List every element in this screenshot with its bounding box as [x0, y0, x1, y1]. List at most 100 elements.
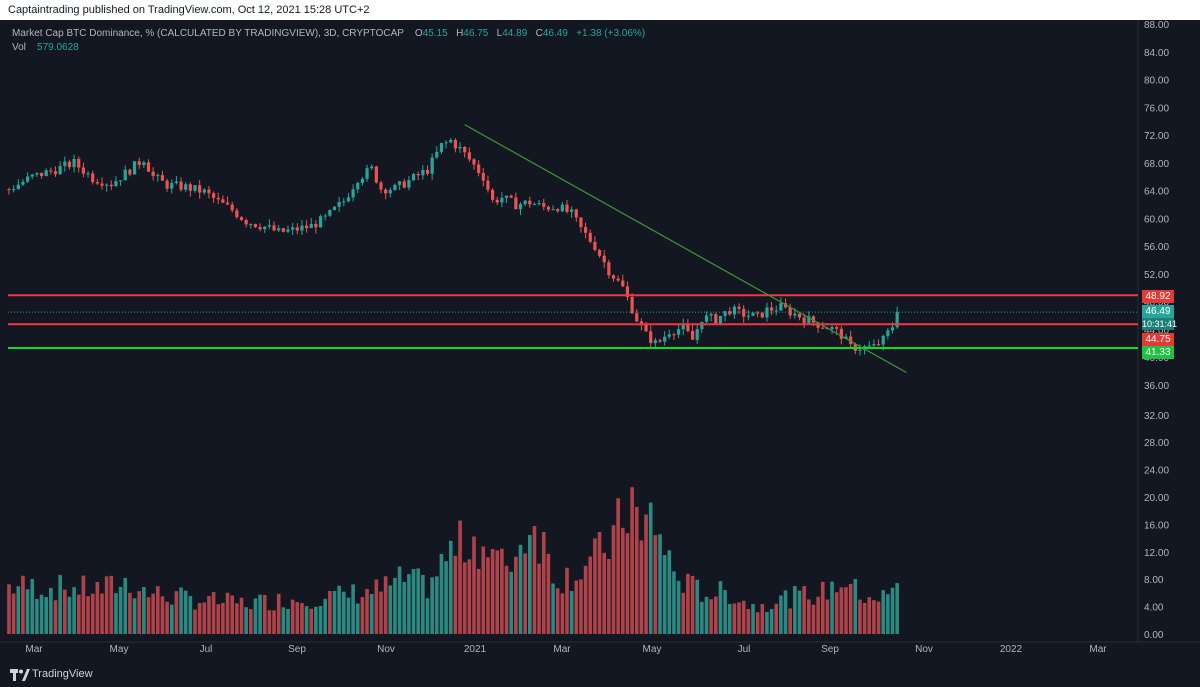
candle-body — [886, 330, 890, 336]
price-tick-label: 56.00 — [1144, 242, 1169, 253]
volume-bar — [755, 612, 760, 634]
candle-body — [421, 170, 425, 176]
downtrend-line — [464, 124, 907, 374]
volume-bar — [588, 556, 593, 634]
close-value: 46.49 — [542, 28, 568, 39]
volume-bar — [555, 588, 560, 634]
candle-body — [77, 158, 81, 168]
volume-bar — [7, 584, 11, 634]
candle-body — [351, 189, 355, 198]
candle-body — [621, 280, 625, 287]
candle-body — [779, 303, 783, 311]
volume-bar — [820, 581, 825, 634]
candle-body — [821, 327, 825, 329]
volume-bar — [518, 544, 523, 634]
volume-bar — [565, 567, 569, 634]
volume-bar — [760, 604, 765, 634]
volume-bar — [574, 580, 579, 634]
candle-body — [528, 200, 532, 205]
candle-body — [49, 170, 53, 172]
volume-bar — [774, 603, 779, 634]
candle-body — [463, 146, 467, 153]
candle-body — [788, 307, 792, 316]
volume-bar — [156, 586, 160, 634]
price-tick-label: 0.00 — [1144, 630, 1164, 641]
symbol-title: Market Cap BTC Dominance, % (CALCULATED … — [12, 28, 404, 39]
volume-bar — [783, 590, 788, 634]
volume-bar — [253, 598, 258, 634]
volume-bar — [53, 600, 58, 634]
volume-bar — [272, 610, 276, 634]
volume-bar — [458, 520, 462, 634]
volume-bar — [262, 595, 267, 634]
symbol-legend[interactable]: Market Cap BTC Dominance, % (CALCULATED … — [12, 28, 645, 39]
volume-bar — [49, 587, 53, 634]
candle-body — [584, 227, 588, 233]
volume-bar — [402, 581, 407, 634]
candle-body — [58, 165, 62, 175]
candle-body — [635, 313, 639, 322]
candle-body — [86, 173, 90, 175]
candle-body — [570, 209, 574, 212]
candle-body — [184, 184, 188, 190]
volume-bar — [569, 591, 574, 634]
volume-bar — [63, 589, 67, 634]
candle-body — [616, 278, 620, 281]
volume-bar — [528, 534, 532, 634]
candle-body — [793, 313, 797, 316]
volume-bar — [104, 576, 109, 634]
time-tick-label: Mar — [553, 644, 571, 655]
candle-body — [770, 307, 774, 311]
volume-bar — [379, 591, 383, 634]
candle-body — [146, 162, 151, 172]
candle-body — [695, 329, 699, 340]
candle-body — [128, 169, 132, 175]
candle-body — [737, 306, 741, 309]
candle-body — [393, 184, 397, 190]
volume-bar — [383, 576, 388, 634]
price-tick-label: 4.00 — [1144, 603, 1164, 614]
volume-bar — [160, 596, 165, 634]
volume-bar — [169, 604, 174, 634]
candle-body — [723, 311, 727, 316]
candle-body — [356, 182, 360, 190]
candle-body — [593, 241, 597, 251]
candle-body — [300, 225, 304, 231]
volume-bar — [16, 586, 21, 634]
candle-body — [797, 313, 802, 318]
volume-bar — [607, 559, 611, 634]
volume-bar — [295, 602, 300, 634]
candle-body — [360, 178, 364, 183]
volume-bar — [109, 575, 114, 634]
volume-bar — [690, 575, 695, 634]
volume-bar — [323, 598, 327, 634]
volume-bar — [318, 605, 323, 634]
volume-bar — [30, 578, 35, 634]
volume-bar — [662, 555, 667, 634]
volume-bar — [351, 584, 355, 634]
candle-body — [272, 225, 276, 231]
candle-body — [551, 209, 555, 211]
publisher-text: Captaintrading published on TradingView.… — [8, 4, 370, 16]
volume-bar — [621, 527, 625, 634]
volume-bar — [495, 550, 500, 634]
volume-bar — [825, 599, 830, 634]
candle-body — [318, 216, 323, 228]
candle-body — [165, 180, 169, 189]
volume-bar — [225, 592, 230, 634]
price-chart[interactable]: 88.00 84.00 80.00 76.00 72.00 68.00 64.00 60.00… — [0, 20, 1200, 662]
volume-bar — [830, 581, 834, 634]
volume-bar — [44, 596, 48, 634]
volume-legend[interactable]: Vol 579.0628 — [12, 42, 79, 53]
volume-bar — [769, 609, 774, 634]
volume-bar — [723, 590, 727, 634]
volume-bar — [616, 498, 620, 634]
volume-bar — [286, 608, 290, 634]
close-label: C — [535, 28, 543, 39]
volume-bar — [867, 597, 872, 634]
candle-body — [16, 184, 20, 190]
candle-body — [119, 180, 123, 182]
price-tick-label: 52.00 — [1144, 270, 1169, 281]
volume-bar — [839, 587, 844, 634]
volume-bar — [132, 598, 137, 634]
